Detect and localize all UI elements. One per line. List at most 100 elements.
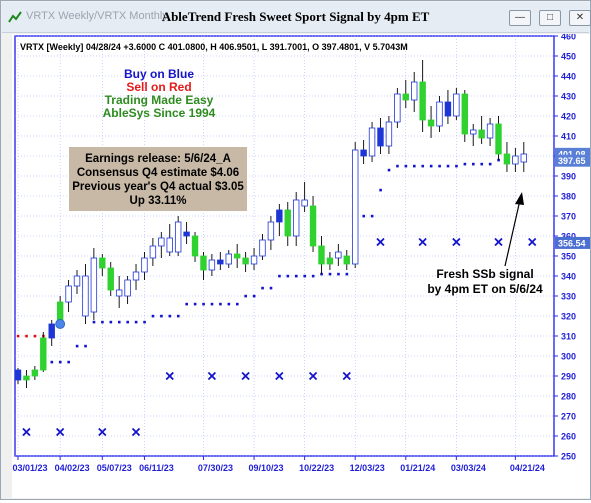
- candle[interactable]: [233, 244, 241, 268]
- candle[interactable]: [107, 262, 114, 296]
- candle[interactable]: [40, 332, 47, 372]
- candle[interactable]: [461, 90, 468, 142]
- stop-dot: [472, 162, 475, 166]
- minimize-icon[interactable]: —: [509, 10, 531, 26]
- candle[interactable]: [453, 88, 460, 120]
- candle[interactable]: [31, 366, 39, 380]
- candle[interactable]: [217, 252, 224, 270]
- stop-dot: [421, 164, 425, 168]
- candle[interactable]: [183, 222, 190, 244]
- candle[interactable]: [65, 280, 72, 312]
- candle-body: [191, 235, 199, 257]
- x-tick-label: 01/21/24: [400, 463, 435, 473]
- candle[interactable]: [284, 202, 291, 246]
- candle[interactable]: [191, 232, 199, 262]
- candle[interactable]: [486, 118, 494, 146]
- candle[interactable]: [115, 276, 123, 308]
- candle[interactable]: [141, 252, 148, 280]
- stop-dot: [50, 360, 54, 364]
- candle[interactable]: [208, 254, 216, 276]
- candle[interactable]: [158, 232, 165, 258]
- y-tick-label: 460: [561, 34, 576, 42]
- candle[interactable]: [259, 234, 266, 260]
- candle[interactable]: [124, 276, 131, 304]
- candle[interactable]: [23, 370, 30, 388]
- candle[interactable]: [470, 124, 477, 146]
- candle[interactable]: [200, 252, 207, 280]
- stop-dot: [446, 164, 450, 168]
- restore-icon[interactable]: □: [539, 10, 561, 26]
- candle[interactable]: [326, 252, 334, 270]
- candle[interactable]: [360, 140, 367, 164]
- candle-body: [124, 279, 131, 297]
- candle-body: [208, 259, 216, 271]
- legend-tagline: Trading Made Easy: [105, 93, 214, 107]
- candle[interactable]: [343, 250, 350, 270]
- stop-dot: [261, 286, 264, 290]
- candle[interactable]: [166, 224, 173, 256]
- close-icon[interactable]: ✕: [569, 10, 591, 26]
- price-chart[interactable]: 250 260 270 280 290 300 310 320 330 340 350 360 370 3…: [12, 32, 590, 498]
- x-tick-label: 03/03/24: [451, 463, 486, 473]
- x-signal-marker: [56, 427, 65, 437]
- stop-dot: [488, 162, 492, 166]
- header-info: VRTX [Weekly] 04/28/24 +3.6000 C 401.080…: [20, 42, 408, 52]
- candle[interactable]: [301, 182, 308, 212]
- candle[interactable]: [225, 250, 232, 268]
- candle[interactable]: [90, 248, 98, 320]
- stop-dot: [151, 314, 155, 318]
- candle[interactable]: [411, 72, 418, 112]
- candle[interactable]: [14, 368, 22, 384]
- stop-dot: [286, 274, 290, 278]
- candle-body: [512, 155, 519, 165]
- stop-dot: [160, 314, 163, 318]
- candle[interactable]: [385, 116, 393, 154]
- price-tag-label: 401.08: [558, 149, 586, 159]
- candle[interactable]: [309, 196, 317, 252]
- stop-dot: [404, 164, 408, 168]
- candle[interactable]: [99, 254, 106, 276]
- candle[interactable]: [419, 60, 426, 132]
- candle-body: [360, 149, 367, 157]
- plot-area[interactable]: 250 260 270 280 290 300 310 320 330 340 350 360 370 3…: [12, 32, 590, 498]
- candle[interactable]: [174, 216, 182, 256]
- candle[interactable]: [48, 320, 55, 346]
- candle[interactable]: [276, 204, 283, 236]
- candle[interactable]: [82, 264, 89, 324]
- candle[interactable]: [267, 216, 275, 250]
- candle[interactable]: [444, 90, 452, 124]
- candle-body: [250, 255, 258, 265]
- stop-dot: [117, 320, 121, 324]
- candle[interactable]: [503, 142, 511, 172]
- y-tick-label: 310: [561, 332, 576, 342]
- candle[interactable]: [242, 252, 249, 272]
- candle[interactable]: [402, 80, 409, 108]
- stop-dot: [185, 302, 188, 306]
- candle[interactable]: [394, 88, 401, 128]
- candle[interactable]: [250, 248, 258, 270]
- candle[interactable]: [132, 264, 140, 290]
- candle[interactable]: [427, 106, 435, 138]
- candle[interactable]: [292, 192, 300, 246]
- stop-dot: [337, 272, 340, 276]
- candle[interactable]: [512, 148, 519, 172]
- candle[interactable]: [335, 244, 342, 266]
- candle[interactable]: [495, 116, 502, 160]
- candle[interactable]: [318, 236, 325, 274]
- candle[interactable]: [73, 270, 81, 294]
- stop-dot: [328, 272, 332, 276]
- candle[interactable]: [436, 96, 443, 132]
- candle[interactable]: [351, 142, 359, 268]
- stop-dot: [58, 360, 62, 364]
- candle[interactable]: [377, 118, 384, 154]
- y-tick-label: 430: [561, 92, 576, 102]
- candle-body: [402, 93, 409, 101]
- candle[interactable]: [520, 142, 527, 172]
- candle[interactable]: [478, 116, 485, 144]
- x-tick-label: 05/07/23: [97, 463, 132, 473]
- legend-company: AbleSys Since 1994: [103, 106, 216, 120]
- candle[interactable]: [149, 238, 157, 266]
- earnings-line: Previous year's Q4 actual $3.05: [72, 181, 244, 193]
- candle[interactable]: [368, 122, 376, 162]
